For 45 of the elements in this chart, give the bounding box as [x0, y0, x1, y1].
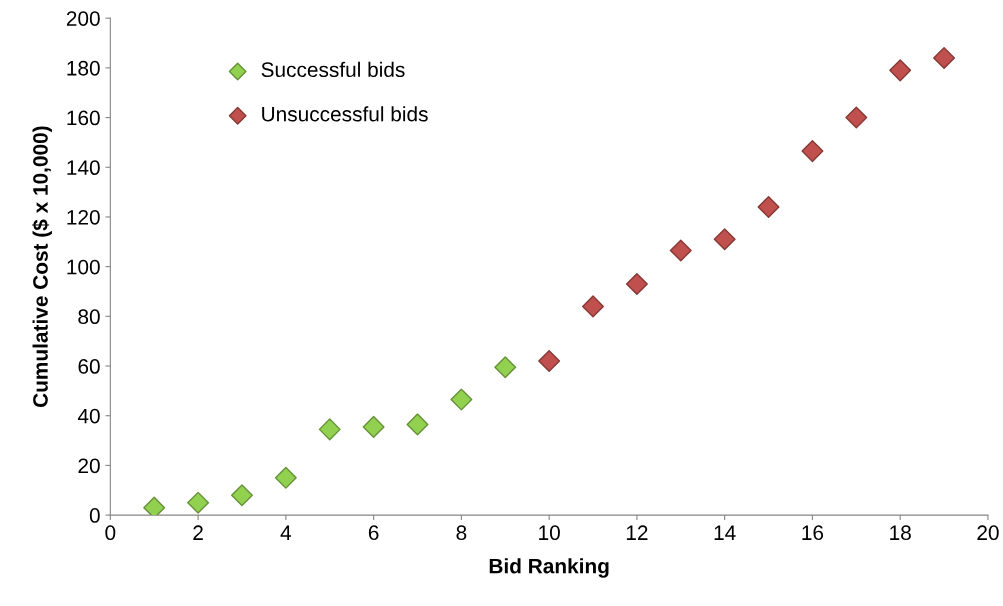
x-tick-label: 6: [368, 525, 379, 541]
y-tick-label: 180: [67, 60, 100, 76]
point: [625, 273, 648, 296]
x-tick-label: 0: [105, 525, 116, 541]
point: [889, 59, 912, 82]
point: [143, 496, 166, 516]
point: [362, 415, 385, 438]
x-tick-label: 4: [280, 525, 292, 540]
y-tick-label: 140: [67, 160, 100, 176]
y-tick-label: 100: [67, 259, 100, 275]
y-tick-label: 20: [78, 458, 100, 474]
x-tick-label: 8: [456, 525, 467, 541]
point: [187, 491, 210, 514]
y-tick-label: 120: [67, 209, 100, 225]
x-tick-label: 12: [626, 525, 648, 540]
point: [406, 413, 429, 436]
point: [274, 466, 297, 489]
point: [582, 295, 605, 318]
y-tick-label: 60: [78, 359, 100, 374]
point: [669, 239, 692, 262]
x-tick-label: 20: [977, 525, 999, 541]
x-tick-label: 18: [890, 525, 911, 541]
point: [933, 46, 956, 69]
legend-label: Successful bids: [261, 61, 405, 78]
x-tick-label: 10: [539, 525, 560, 541]
y-tick-label: 80: [78, 309, 100, 325]
x-tick-label: 16: [802, 525, 824, 541]
x-tick-label: 2: [193, 525, 203, 540]
point: [538, 350, 561, 373]
point: [757, 196, 780, 219]
x-tick-label: 14: [714, 525, 736, 540]
point: [450, 388, 473, 411]
point: [845, 106, 868, 129]
point: [318, 418, 341, 441]
legend-label: Unsuccessful bids: [262, 106, 428, 122]
point: [713, 228, 736, 251]
point: [494, 356, 517, 379]
point: [230, 484, 253, 507]
y-tick-label: 40: [77, 408, 100, 424]
x-axis-title: Bid Ranking: [489, 558, 609, 578]
y-tick-label: 0: [89, 508, 100, 523]
point: [801, 140, 824, 163]
y-tick-label: 200: [66, 11, 100, 26]
y-axis-title: Cumulative Cost ($ x 10,000): [32, 126, 52, 408]
y-tick-label: 160: [67, 110, 100, 126]
